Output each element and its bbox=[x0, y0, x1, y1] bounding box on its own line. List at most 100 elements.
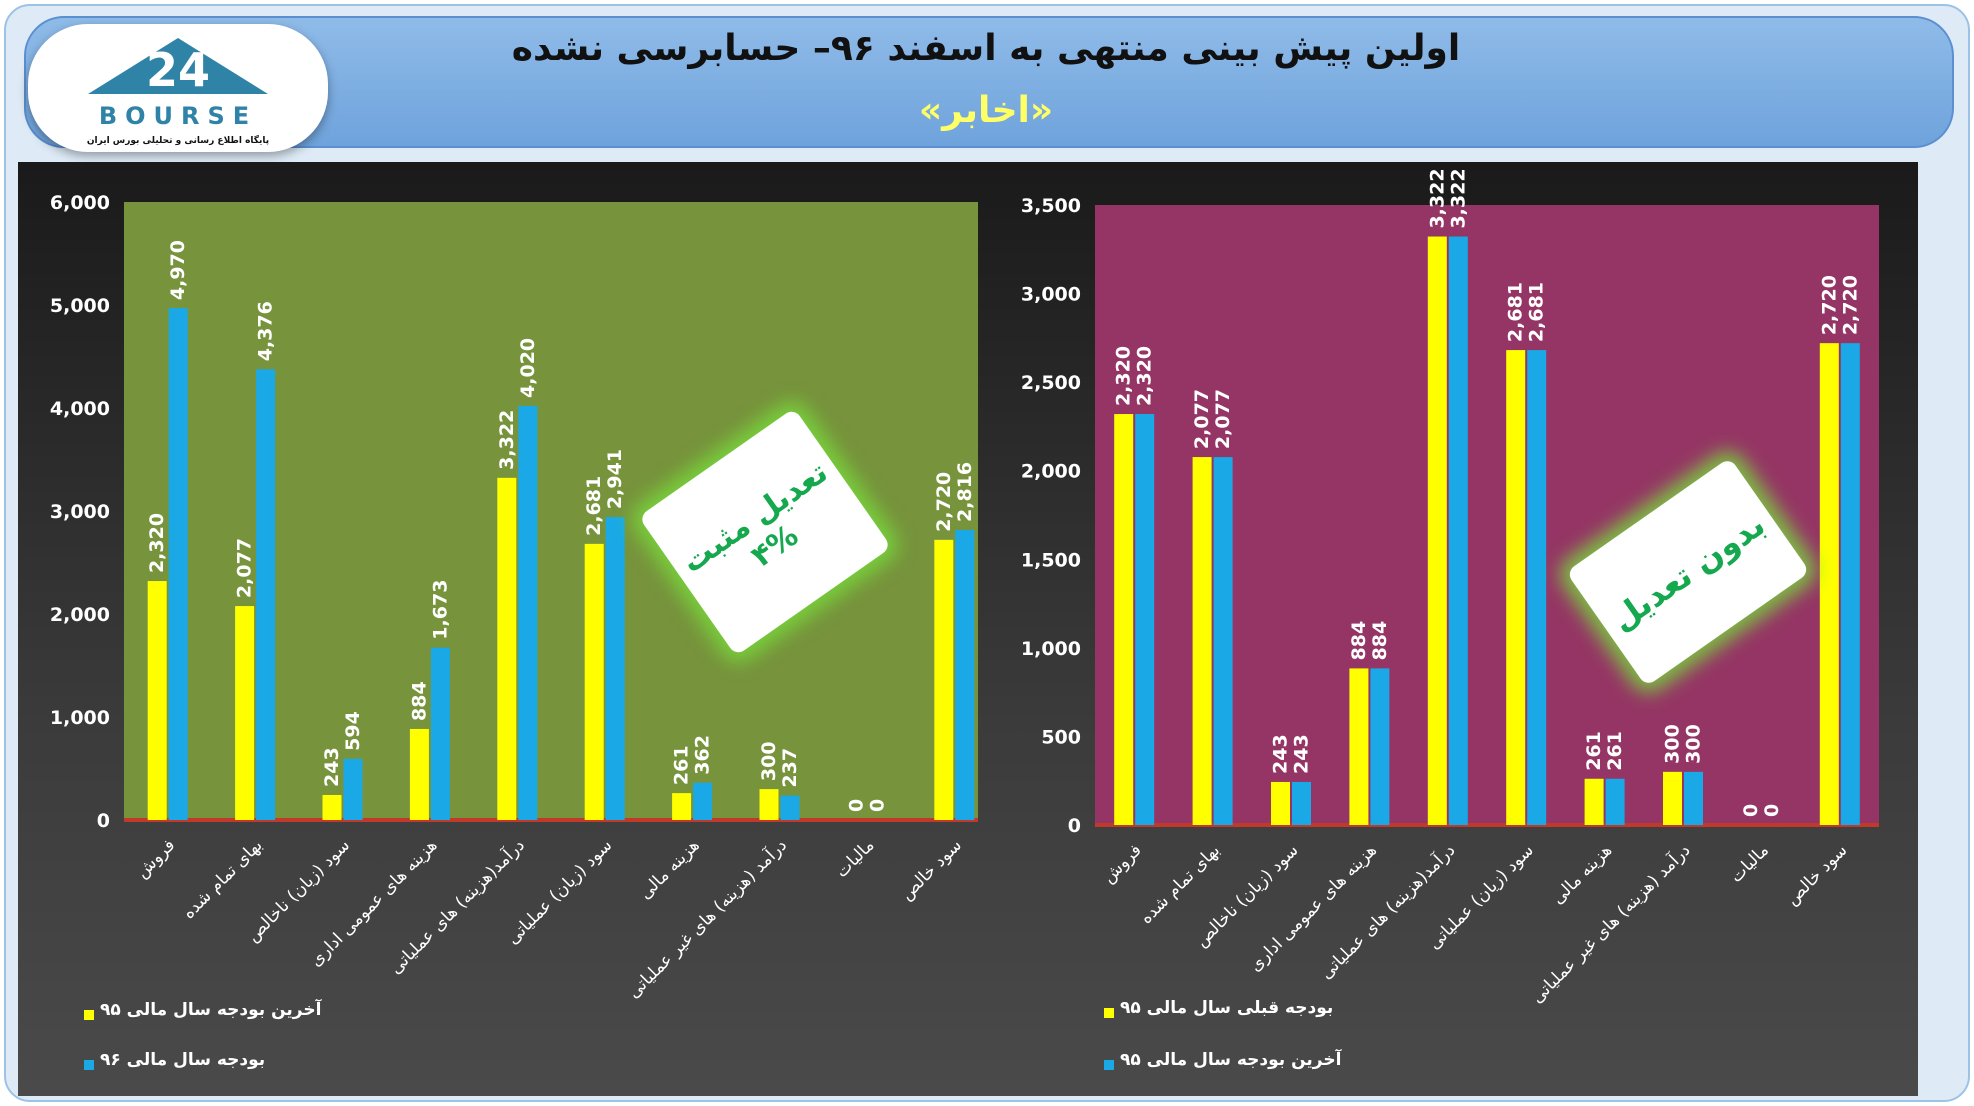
svg-text:24: 24 bbox=[146, 43, 210, 97]
y-tick-label: 3,000 bbox=[1021, 284, 1081, 306]
data-label: 300 bbox=[1662, 724, 1684, 764]
legend-swatch-yellow bbox=[84, 1010, 94, 1020]
legend-swatch-yellow bbox=[1104, 1008, 1114, 1018]
bar bbox=[1271, 781, 1290, 825]
data-label: 2,681 bbox=[583, 476, 605, 536]
bar bbox=[605, 517, 625, 820]
badge-line-1: تعدیل مثبت bbox=[675, 454, 835, 581]
charts-panel: 0 1,000 2,000 3,000 4,000 5,000 6,000 2,320 4,97… bbox=[18, 162, 1918, 1096]
data-label: 0 bbox=[1761, 804, 1783, 817]
data-label: 884 bbox=[1369, 621, 1391, 661]
bar bbox=[497, 477, 517, 820]
bar bbox=[1527, 350, 1547, 825]
legend-item-left-1: آخرین بودجه سال مالی ۹۵ bbox=[100, 1000, 322, 1020]
x-tick-label: درآمد (هزینه) های غیر عملیاتی bbox=[1526, 839, 1695, 1008]
data-label: 300 bbox=[1683, 724, 1705, 764]
y-tick-label: 6,000 bbox=[50, 192, 110, 214]
x-tick-label: فروش bbox=[1099, 840, 1146, 887]
data-label: 362 bbox=[692, 735, 714, 775]
data-label: 4,020 bbox=[517, 338, 539, 398]
data-label: 884 bbox=[408, 681, 430, 721]
legend-swatch-blue bbox=[1104, 1060, 1114, 1070]
bar bbox=[147, 581, 167, 820]
x-tick-label: سود خالص bbox=[1782, 840, 1851, 909]
bar bbox=[1819, 343, 1839, 825]
data-label: 3,322 bbox=[1447, 168, 1469, 228]
data-label: 2,720 bbox=[1818, 275, 1840, 335]
data-label: 237 bbox=[779, 748, 801, 788]
data-label: 0 bbox=[866, 799, 888, 812]
bar bbox=[934, 539, 954, 820]
legend-item-left-2: بودجه سال مالی ۹۶ bbox=[100, 1050, 266, 1070]
data-label: 2,077 bbox=[1191, 389, 1213, 449]
data-label: 2,816 bbox=[954, 462, 976, 522]
bar bbox=[1370, 668, 1390, 825]
data-label: 2,720 bbox=[933, 472, 955, 532]
bar bbox=[1292, 781, 1311, 825]
data-label: 2,320 bbox=[1134, 346, 1156, 406]
y-tick-label: 2,000 bbox=[1021, 461, 1081, 483]
data-label: 2,077 bbox=[1212, 389, 1234, 449]
x-tick-label: مالیات bbox=[1726, 840, 1773, 887]
y-tick-label: 2,000 bbox=[50, 604, 110, 626]
data-label: 2,320 bbox=[1113, 346, 1135, 406]
bar bbox=[1135, 414, 1155, 825]
bar bbox=[1427, 236, 1447, 825]
bar bbox=[693, 782, 713, 820]
y-tick-label: 1,000 bbox=[1021, 638, 1081, 660]
data-label: 2,681 bbox=[1505, 282, 1527, 342]
x-tick-label: هزینه های عمومی اداری bbox=[1245, 840, 1380, 975]
bar bbox=[1584, 778, 1604, 825]
data-label: 2,681 bbox=[1526, 282, 1548, 342]
bar bbox=[672, 793, 692, 820]
bar bbox=[1114, 414, 1134, 825]
logo: 24 BOURSE پایگاه اطلاع رسانی و تحلیلی بو… bbox=[28, 24, 328, 152]
bar bbox=[430, 647, 450, 820]
y-tick-label: 500 bbox=[1041, 726, 1081, 748]
bar bbox=[955, 529, 975, 820]
data-label: 2,720 bbox=[1839, 275, 1861, 335]
header-banner bbox=[24, 16, 1954, 148]
bar bbox=[1213, 457, 1233, 825]
x-tick-label: بهای تمام شده bbox=[1136, 840, 1224, 928]
y-tick-label: 0 bbox=[1068, 815, 1081, 837]
bar bbox=[343, 758, 363, 820]
bar bbox=[409, 728, 429, 820]
y-tick-label: 5,000 bbox=[50, 295, 110, 317]
bar bbox=[780, 795, 800, 820]
data-label: 2,077 bbox=[234, 538, 256, 598]
bar bbox=[1506, 350, 1526, 825]
data-label: 261 bbox=[671, 745, 693, 785]
data-label: 261 bbox=[1604, 731, 1626, 771]
y-tick-label: 1,000 bbox=[50, 707, 110, 729]
data-label: 594 bbox=[342, 711, 364, 751]
y-tick-label: 3,000 bbox=[50, 501, 110, 523]
bar bbox=[759, 789, 779, 820]
bar bbox=[584, 543, 604, 820]
data-label: 884 bbox=[1348, 621, 1370, 661]
data-label: 261 bbox=[1583, 731, 1605, 771]
data-label: 0 bbox=[845, 799, 867, 812]
data-label: 243 bbox=[1291, 734, 1313, 774]
legend-item-right-1: بودجه قبلی سال مالی ۹۵ bbox=[1120, 998, 1334, 1018]
data-label: 0 bbox=[1740, 804, 1762, 817]
y-tick-label: 2,500 bbox=[1021, 372, 1081, 394]
x-tick-label: درآمد(هزینه) های عملیاتی bbox=[1315, 839, 1459, 983]
data-label: 3,322 bbox=[1426, 168, 1448, 228]
data-label: 2,941 bbox=[604, 449, 626, 509]
bar bbox=[168, 308, 188, 820]
data-label: 4,970 bbox=[167, 240, 189, 300]
bar bbox=[1192, 457, 1212, 825]
bar bbox=[518, 405, 538, 820]
logo-24-icon: 24 bbox=[88, 38, 268, 97]
data-label: 1,673 bbox=[429, 580, 451, 640]
legend-swatch-blue bbox=[84, 1060, 94, 1070]
bar bbox=[1840, 343, 1860, 825]
bar bbox=[1663, 771, 1682, 825]
y-tick-label: 3,500 bbox=[1021, 195, 1081, 217]
bar bbox=[1349, 668, 1369, 825]
page-subtitle: «اخابر» bbox=[918, 90, 1054, 131]
logo-text: BOURSE bbox=[98, 102, 258, 130]
bar bbox=[1684, 771, 1703, 825]
data-label: 243 bbox=[1270, 734, 1292, 774]
